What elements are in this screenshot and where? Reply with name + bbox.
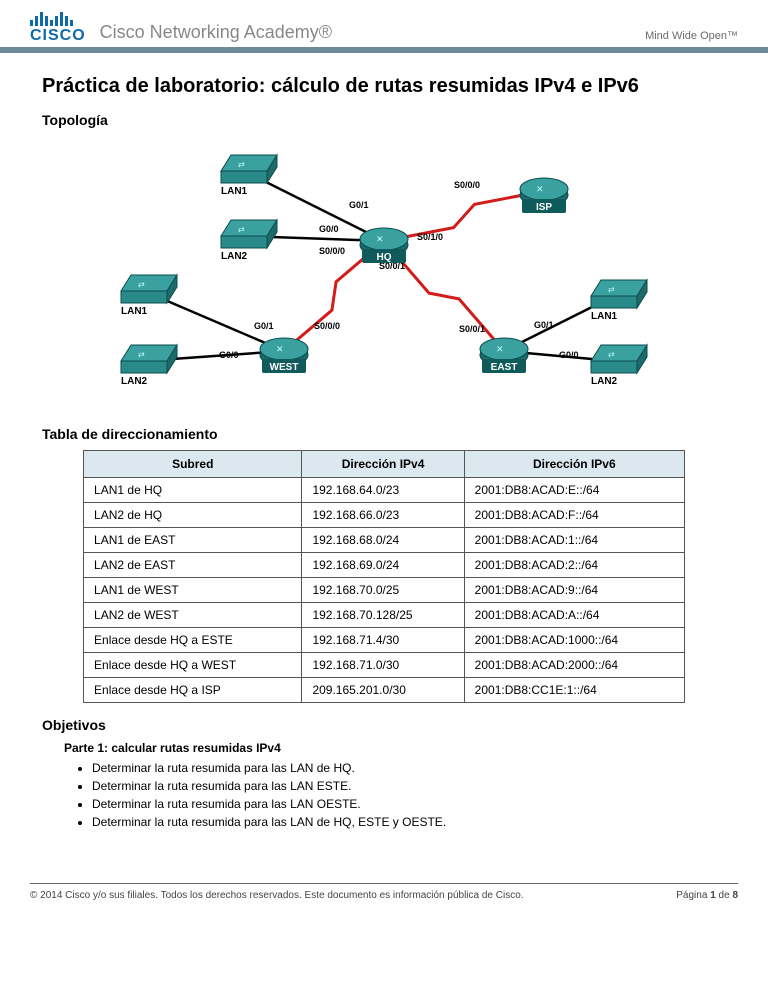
svg-text:LAN2: LAN2 bbox=[121, 376, 148, 387]
table-cell: 192.168.69.0/24 bbox=[302, 553, 464, 578]
objective-item: Determinar la ruta resumida para las LAN… bbox=[92, 761, 726, 775]
svg-text:⇄: ⇄ bbox=[138, 280, 145, 289]
table-row: LAN1 de WEST192.168.70.0/252001:DB8:ACAD… bbox=[84, 578, 685, 603]
cisco-logo: CISCO bbox=[30, 8, 86, 45]
table-cell: LAN1 de EAST bbox=[84, 528, 302, 553]
table-cell: 192.168.66.0/23 bbox=[302, 503, 464, 528]
objectives-part1-title: Parte 1: calcular rutas resumidas IPv4 bbox=[64, 741, 726, 755]
svg-text:G0/0: G0/0 bbox=[319, 224, 339, 234]
table-cell: 192.168.68.0/24 bbox=[302, 528, 464, 553]
table-row: LAN1 de EAST192.168.68.0/242001:DB8:ACAD… bbox=[84, 528, 685, 553]
svg-text:✕: ✕ bbox=[496, 344, 504, 354]
table-cell: 192.168.71.0/30 bbox=[302, 653, 464, 678]
header-bar: CISCO Cisco Networking Academy® Mind Wid… bbox=[0, 0, 768, 53]
svg-text:LAN2: LAN2 bbox=[221, 251, 248, 262]
svg-text:G0/1: G0/1 bbox=[349, 200, 369, 210]
svg-text:⇄: ⇄ bbox=[608, 285, 615, 294]
svg-text:LAN1: LAN1 bbox=[221, 186, 248, 197]
svg-text:✕: ✕ bbox=[536, 184, 544, 194]
svg-text:S0/1/0: S0/1/0 bbox=[417, 232, 443, 242]
table-row: LAN2 de EAST192.168.69.0/242001:DB8:ACAD… bbox=[84, 553, 685, 578]
svg-text:S0/0/0: S0/0/0 bbox=[319, 246, 345, 256]
topology-diagram: S0/0/0S0/0/0S0/0/0S0/0/1S0/0/1G0/1G0/0G0… bbox=[104, 136, 664, 416]
content: Práctica de laboratorio: cálculo de ruta… bbox=[0, 53, 768, 849]
svg-text:⇄: ⇄ bbox=[608, 350, 615, 359]
svg-text:S0/0/0: S0/0/0 bbox=[314, 321, 340, 331]
page: CISCO Cisco Networking Academy® Mind Wid… bbox=[0, 0, 768, 907]
svg-text:LAN1: LAN1 bbox=[591, 311, 618, 322]
svg-text:G0/0: G0/0 bbox=[559, 350, 579, 360]
svg-text:LAN2: LAN2 bbox=[591, 376, 618, 387]
table-cell: 2001:DB8:ACAD:F::/64 bbox=[464, 503, 684, 528]
svg-text:ISP: ISP bbox=[536, 202, 552, 213]
table-header-cell: Dirección IPv4 bbox=[302, 451, 464, 478]
svg-text:G0/1: G0/1 bbox=[534, 320, 554, 330]
table-cell: 2001:DB8:ACAD:E::/64 bbox=[464, 478, 684, 503]
table-cell: LAN2 de HQ bbox=[84, 503, 302, 528]
page-title: Práctica de laboratorio: cálculo de ruta… bbox=[42, 75, 726, 98]
table-row: LAN2 de HQ192.168.66.0/232001:DB8:ACAD:F… bbox=[84, 503, 685, 528]
table-cell: LAN2 de EAST bbox=[84, 553, 302, 578]
table-cell: 209.165.201.0/30 bbox=[302, 678, 464, 703]
svg-text:HQ: HQ bbox=[377, 252, 392, 263]
table-cell: 2001:DB8:CC1E:1::/64 bbox=[464, 678, 684, 703]
table-row: LAN2 de WEST192.168.70.128/252001:DB8:AC… bbox=[84, 603, 685, 628]
table-cell: 192.168.71.4/30 bbox=[302, 628, 464, 653]
objective-item: Determinar la ruta resumida para las LAN… bbox=[92, 797, 726, 811]
svg-text:LAN1: LAN1 bbox=[121, 306, 148, 317]
svg-text:EAST: EAST bbox=[491, 362, 518, 373]
svg-text:✕: ✕ bbox=[376, 234, 384, 244]
svg-text:✕: ✕ bbox=[276, 344, 284, 354]
footer: © 2014 Cisco y/o sus filiales. Todos los… bbox=[30, 883, 738, 907]
table-header-cell: Subred bbox=[84, 451, 302, 478]
table-cell: 2001:DB8:ACAD:1000::/64 bbox=[464, 628, 684, 653]
svg-text:⇄: ⇄ bbox=[238, 160, 245, 169]
table-cell: Enlace desde HQ a ESTE bbox=[84, 628, 302, 653]
brand-text: CISCO bbox=[30, 27, 86, 45]
tagline-text: Mind Wide Open™ bbox=[645, 30, 738, 45]
section-objectives: Objetivos bbox=[42, 717, 726, 733]
table-cell: 2001:DB8:ACAD:1::/64 bbox=[464, 528, 684, 553]
topology-svg: S0/0/0S0/0/0S0/0/0S0/0/1S0/0/1G0/1G0/0G0… bbox=[104, 136, 664, 416]
objective-item: Determinar la ruta resumida para las LAN… bbox=[92, 779, 726, 793]
table-row: Enlace desde HQ a WEST192.168.71.0/30200… bbox=[84, 653, 685, 678]
table-row: LAN1 de HQ192.168.64.0/232001:DB8:ACAD:E… bbox=[84, 478, 685, 503]
table-body: LAN1 de HQ192.168.64.0/232001:DB8:ACAD:E… bbox=[84, 478, 685, 703]
academy-text: Cisco Networking Academy® bbox=[100, 22, 645, 45]
svg-text:S0/0/1: S0/0/1 bbox=[459, 324, 485, 334]
table-header-row: SubredDirección IPv4Dirección IPv6 bbox=[84, 451, 685, 478]
table-cell: 192.168.70.0/25 bbox=[302, 578, 464, 603]
table-cell: 192.168.70.128/25 bbox=[302, 603, 464, 628]
table-cell: LAN1 de WEST bbox=[84, 578, 302, 603]
cisco-bars-icon bbox=[30, 8, 73, 26]
table-cell: 2001:DB8:ACAD:9::/64 bbox=[464, 578, 684, 603]
table-cell: LAN1 de HQ bbox=[84, 478, 302, 503]
table-cell: LAN2 de WEST bbox=[84, 603, 302, 628]
table-header-cell: Dirección IPv6 bbox=[464, 451, 684, 478]
addressing-table: SubredDirección IPv4Dirección IPv6 LAN1 … bbox=[83, 450, 685, 703]
table-row: Enlace desde HQ a ISP209.165.201.0/30200… bbox=[84, 678, 685, 703]
svg-text:⇄: ⇄ bbox=[238, 225, 245, 234]
copyright-text: © 2014 Cisco y/o sus filiales. Todos los… bbox=[30, 890, 524, 901]
svg-text:WEST: WEST bbox=[270, 362, 299, 373]
table-row: Enlace desde HQ a ESTE192.168.71.4/30200… bbox=[84, 628, 685, 653]
table-cell: Enlace desde HQ a ISP bbox=[84, 678, 302, 703]
table-cell: Enlace desde HQ a WEST bbox=[84, 653, 302, 678]
objective-item: Determinar la ruta resumida para las LAN… bbox=[92, 815, 726, 829]
svg-text:S0/0/0: S0/0/0 bbox=[454, 180, 480, 190]
section-addressing: Tabla de direccionamiento bbox=[42, 426, 726, 442]
table-cell: 2001:DB8:ACAD:A::/64 bbox=[464, 603, 684, 628]
page-number: Página 1 de 8 bbox=[676, 890, 738, 901]
table-cell: 2001:DB8:ACAD:2000::/64 bbox=[464, 653, 684, 678]
objectives-list: Determinar la ruta resumida para las LAN… bbox=[74, 761, 726, 829]
section-topology: Topología bbox=[42, 112, 726, 128]
table-cell: 192.168.64.0/23 bbox=[302, 478, 464, 503]
svg-text:⇄: ⇄ bbox=[138, 350, 145, 359]
table-cell: 2001:DB8:ACAD:2::/64 bbox=[464, 553, 684, 578]
svg-text:G0/1: G0/1 bbox=[254, 321, 274, 331]
svg-text:G0/0: G0/0 bbox=[219, 350, 239, 360]
